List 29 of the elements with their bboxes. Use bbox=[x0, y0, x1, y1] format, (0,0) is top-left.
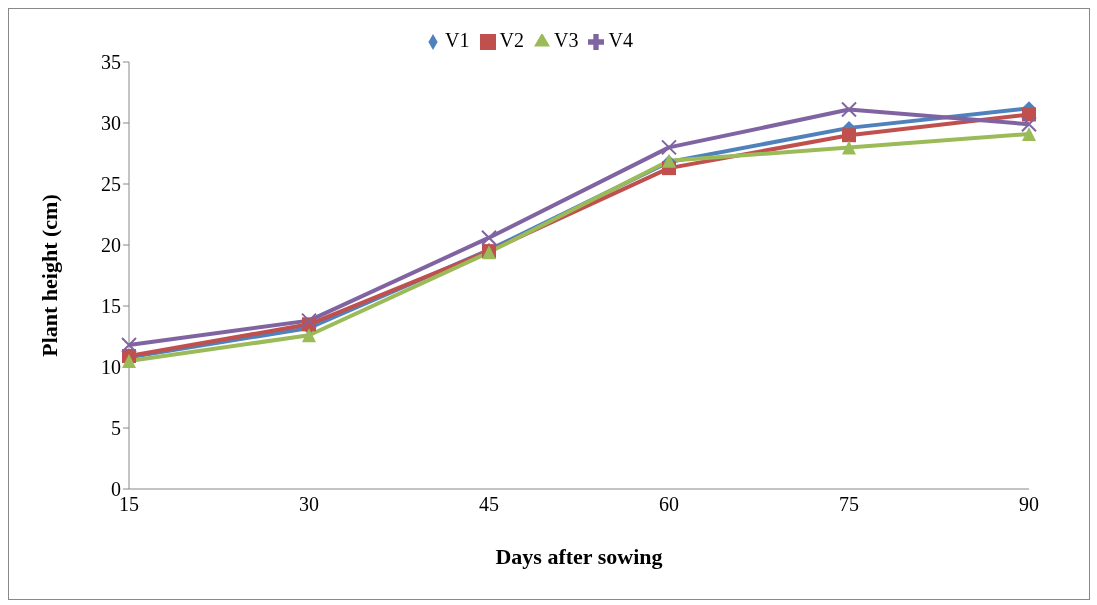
point bbox=[121, 337, 137, 354]
point bbox=[302, 328, 316, 343]
x-tick-label: 30 bbox=[299, 493, 319, 516]
x-tick-label: 75 bbox=[839, 493, 859, 516]
point bbox=[842, 140, 856, 155]
x-tick-label: 60 bbox=[659, 493, 679, 516]
x-tick-label: 90 bbox=[1019, 493, 1039, 516]
x-tick-label: 45 bbox=[479, 493, 499, 516]
x-axis-title: Days after sowing bbox=[495, 544, 663, 569]
point bbox=[842, 128, 856, 143]
point bbox=[1021, 116, 1037, 133]
y-tick-label: 10 bbox=[101, 356, 121, 379]
legend-label: V2 bbox=[499, 29, 524, 51]
y-tick-label: 30 bbox=[101, 112, 121, 135]
y-tick-label: 20 bbox=[101, 234, 121, 257]
y-axis-title: Plant height (cm) bbox=[36, 194, 62, 357]
point bbox=[481, 229, 497, 246]
point bbox=[1022, 126, 1036, 141]
point bbox=[661, 139, 677, 156]
y-tick-label: 15 bbox=[101, 295, 121, 318]
y-tick-label: 0 bbox=[111, 478, 121, 501]
point bbox=[301, 312, 317, 329]
y-tick-label: 25 bbox=[101, 173, 121, 196]
legend-label: V4 bbox=[608, 29, 633, 51]
legend-label: V1 bbox=[445, 29, 470, 51]
legend-label: V3 bbox=[554, 29, 579, 51]
y-tick-label: 5 bbox=[111, 417, 121, 440]
y-tick-label: 35 bbox=[101, 51, 121, 74]
point bbox=[841, 101, 857, 118]
